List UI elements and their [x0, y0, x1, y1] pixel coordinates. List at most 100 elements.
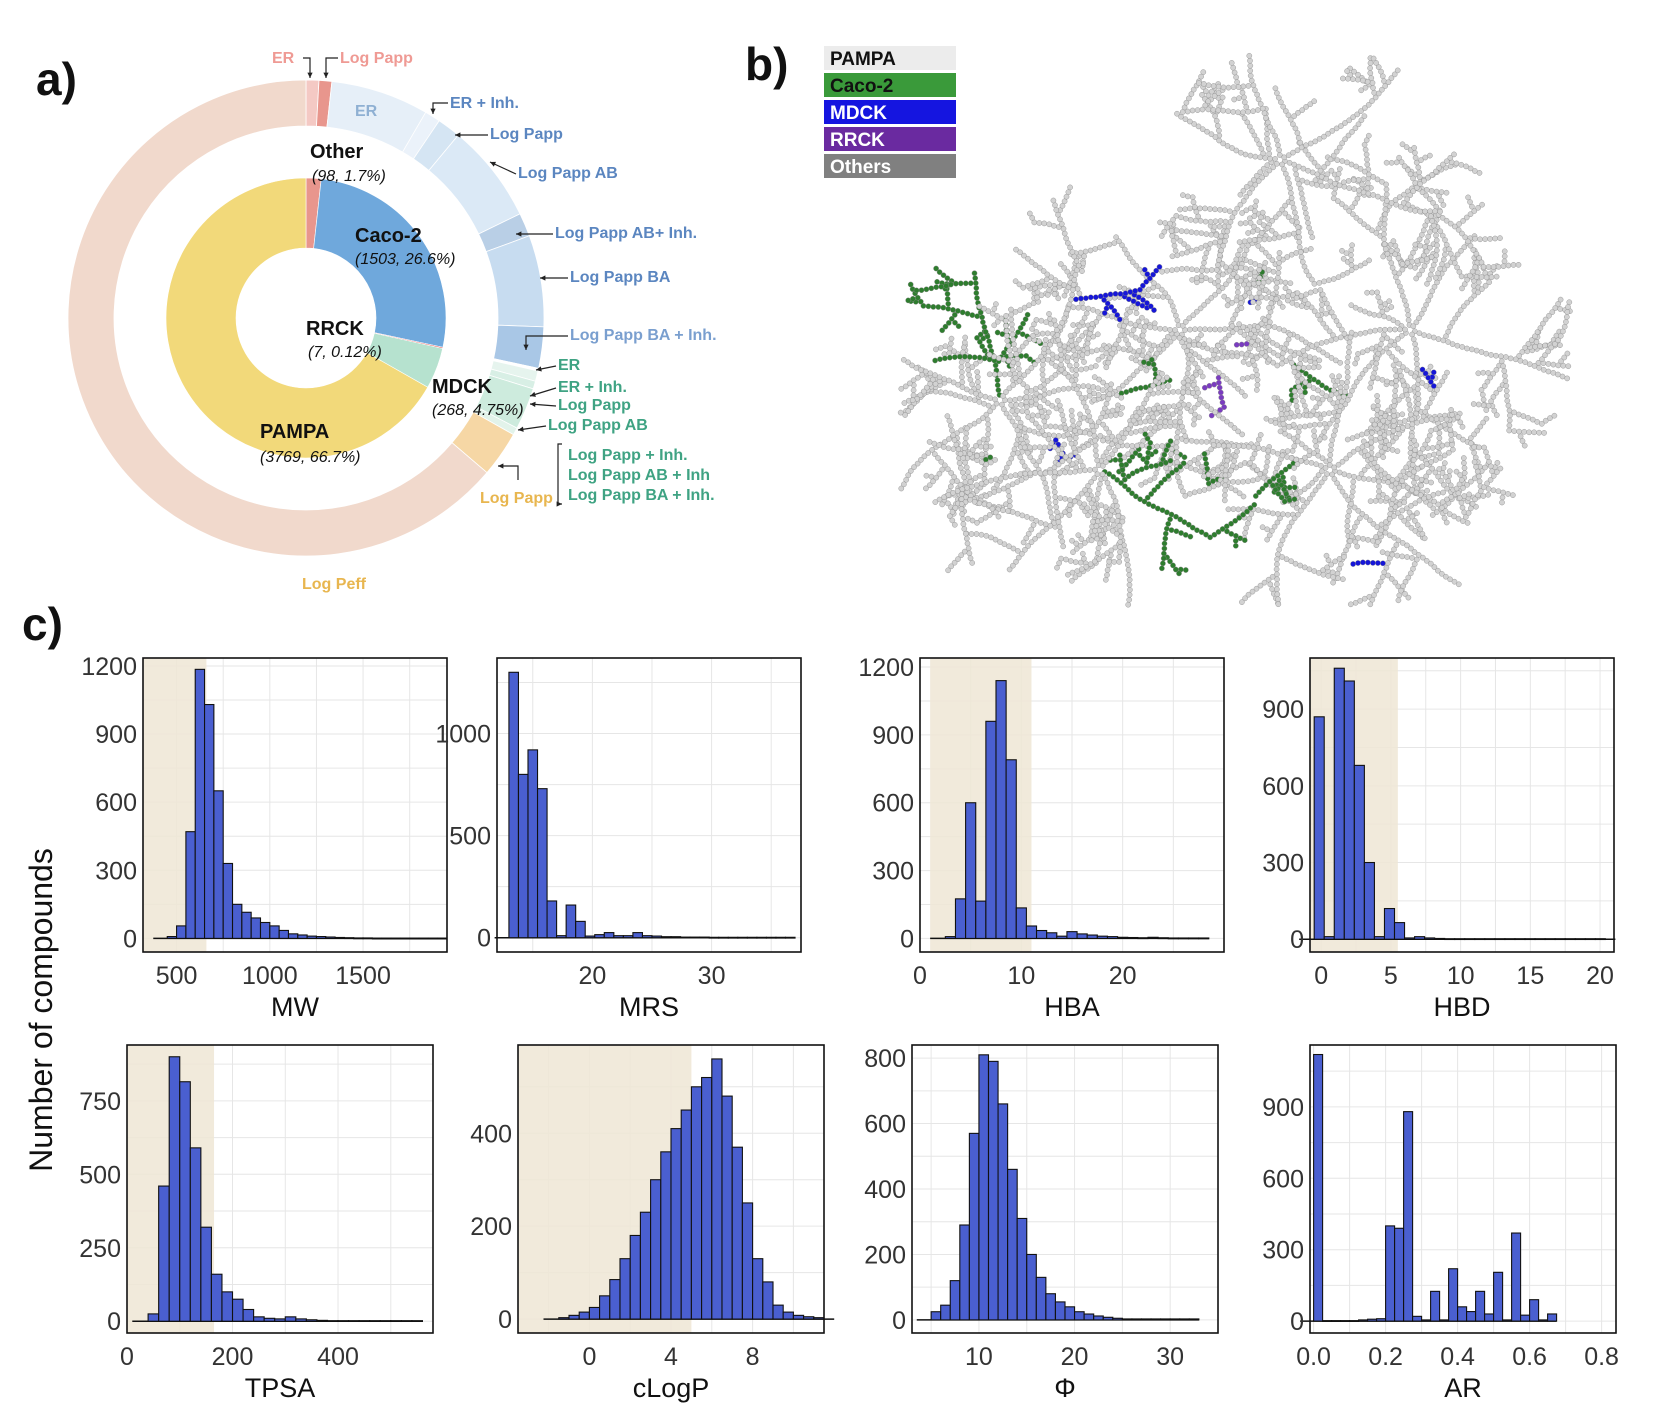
tmap-node: [1207, 277, 1214, 284]
tmap-node: [1374, 398, 1381, 404]
tmap-node: [1461, 455, 1467, 461]
tmap-node: [1097, 540, 1103, 547]
tmap-node: [1419, 257, 1425, 264]
tmap-node: [1443, 416, 1450, 423]
tmap-node: [1024, 311, 1031, 318]
tmap-node: [1542, 417, 1549, 424]
tmap-node: [1087, 247, 1094, 254]
tmap-node: [1119, 242, 1125, 248]
tmap-node: [1117, 332, 1124, 339]
tmap-node: [1069, 412, 1075, 419]
tmap-node: [980, 436, 987, 443]
tmap-node: [1220, 84, 1227, 91]
tmap-node: [1515, 411, 1522, 418]
tmap-node: [1364, 156, 1370, 163]
tmap-node: [1276, 147, 1282, 153]
tmap-node: [1023, 399, 1030, 406]
tmap-node: [1259, 209, 1266, 216]
tmap-node: [1058, 533, 1064, 540]
tmap-node: [1209, 356, 1216, 363]
tmap-node: [1229, 353, 1236, 360]
tmap-node: [1067, 426, 1074, 432]
tmap-node: [1431, 369, 1437, 376]
tmap-node: [1458, 273, 1465, 280]
tmap-node: [1253, 367, 1259, 373]
tmap-node: [1456, 581, 1462, 588]
tmap-node: [1255, 476, 1261, 482]
tmap-node: [1472, 235, 1478, 242]
tmap-node: [1019, 512, 1026, 519]
tmap-node: [1036, 338, 1042, 345]
tmap-node: [1222, 492, 1228, 499]
tmap-node: [1388, 304, 1395, 310]
tmap-node: [1409, 433, 1415, 440]
tmap-node: [1510, 492, 1516, 498]
tmap-node: [1412, 341, 1418, 347]
tmap-node: [981, 501, 988, 508]
tmap-node: [1173, 227, 1180, 234]
tmap-node: [1063, 235, 1069, 242]
tmap-node: [1083, 365, 1089, 372]
tmap-node: [1024, 409, 1030, 415]
annotation-1: Log Papp: [340, 50, 413, 67]
legend-label-mdck: MDCK: [830, 103, 887, 124]
tmap-node: [1324, 352, 1331, 358]
tmap-node: [1146, 444, 1153, 451]
tmap-node: [1102, 540, 1108, 547]
tmap-node: [1181, 454, 1188, 461]
tmap-node: [1430, 491, 1437, 498]
tmap-node: [1337, 359, 1343, 366]
tmap-node: [1296, 239, 1303, 245]
tmap-node: [1460, 436, 1466, 443]
tmap-node: [972, 275, 979, 281]
tmap-node: [1407, 206, 1414, 213]
tmap-node: [1075, 532, 1082, 539]
tmap-node: [1054, 327, 1060, 333]
tmap-node: [1037, 384, 1044, 390]
tmap-node: [1232, 453, 1239, 460]
tmap-node: [901, 356, 907, 363]
tmap-node: [1055, 386, 1062, 393]
tmap-node: [1252, 153, 1259, 160]
tmap-node: [898, 385, 905, 392]
tmap-node: [1448, 406, 1454, 413]
tmap-node: [1367, 498, 1374, 505]
tmap-node: [1191, 489, 1198, 496]
tmap-node: [1090, 384, 1097, 390]
tmap-node: [1478, 274, 1485, 280]
tmap-node: [1391, 412, 1397, 419]
tmap-node: [987, 454, 994, 461]
tmap-node: [1293, 456, 1299, 463]
tmap-node: [1069, 537, 1075, 544]
tmap-node: [1177, 409, 1183, 416]
tmap-node: [1036, 220, 1043, 226]
tmap-node: [1480, 264, 1487, 270]
tmap-node: [1210, 483, 1217, 490]
tmap-node: [1240, 478, 1246, 485]
tmap-node: [1137, 427, 1144, 434]
tmap-node: [996, 487, 1002, 494]
tmap-node: [1511, 409, 1517, 416]
tmap-node: [1137, 365, 1144, 372]
tmap-node: [1007, 397, 1013, 404]
tmap-node: [1128, 355, 1135, 361]
tmap-node: [1282, 279, 1289, 286]
tmap-node: [1124, 251, 1130, 257]
tmap-node: [965, 515, 971, 522]
tmap-node: [1421, 535, 1428, 542]
tmap-node: [966, 550, 973, 557]
tmap-node: [1220, 442, 1227, 449]
tmap-node: [1432, 257, 1438, 264]
tmap-node: [1312, 288, 1319, 294]
tmap-node: [1468, 296, 1474, 303]
tmap-node: [939, 327, 946, 334]
tmap-node: [1080, 383, 1087, 389]
tmap-node: [974, 295, 980, 301]
tmap-node: [1317, 436, 1323, 443]
tmap-node: [979, 451, 985, 458]
tmap-node: [1555, 337, 1561, 344]
tmap-node: [1323, 183, 1330, 189]
tmap-node: [1478, 386, 1485, 393]
tmap-node: [976, 500, 983, 507]
tmap-node: [1274, 279, 1280, 286]
